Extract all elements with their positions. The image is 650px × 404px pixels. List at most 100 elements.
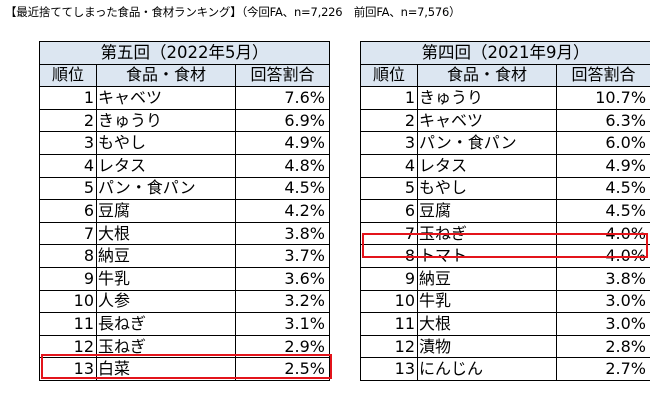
item-cell: 大根 xyxy=(96,221,236,246)
rank-cell: 7 xyxy=(360,221,418,246)
rate-cell: 2.7% xyxy=(555,357,650,381)
rate-cell: 4.5% xyxy=(555,176,650,201)
table-row: 11 大根 3.0% xyxy=(360,312,650,336)
item-cell: キャベツ xyxy=(96,86,236,110)
table-row: 4 レタス 4.8% xyxy=(39,153,331,178)
table-row: 9 牛乳 3.6% xyxy=(39,266,331,291)
table-row: 5 もやし 4.5% xyxy=(360,176,650,201)
rate-cell: 2.8% xyxy=(555,334,650,359)
header-item: 食品・食材 xyxy=(417,63,557,88)
item-cell: 納豆 xyxy=(417,266,557,291)
table-row: 6 豆腐 4.5% xyxy=(360,199,650,223)
rate-cell: 4.0% xyxy=(555,244,650,268)
ranking-table-2022-05: 第五回（2022年5月） 順位 食品・食材 回答割合 1 キャベツ 7.6% 2 きゅう… xyxy=(38,41,331,381)
header-item: 食品・食材 xyxy=(96,63,236,88)
rank-cell: 3 xyxy=(360,131,418,155)
table-caption: 第四回（2021年9月） xyxy=(359,41,650,65)
rate-cell: 4.2% xyxy=(234,199,331,223)
item-cell: 玉ねぎ xyxy=(417,221,557,246)
item-cell: 人参 xyxy=(96,289,236,314)
header-rank: 順位 xyxy=(360,63,418,88)
rate-cell: 3.0% xyxy=(555,289,650,314)
rate-cell: 3.8% xyxy=(234,221,331,246)
rank-cell: 9 xyxy=(360,266,418,291)
table-row: 2 キャベツ 6.3% xyxy=(360,108,650,133)
rank-cell: 8 xyxy=(39,244,97,268)
table-caption: 第五回（2022年5月） xyxy=(38,41,331,65)
table-row: 1 きゅうり 10.7% xyxy=(360,86,650,110)
table-row: 10 牛乳 3.0% xyxy=(360,289,650,314)
table-row: 13 白菜 2.5% xyxy=(39,357,331,381)
table-row: 7 玉ねぎ 4.0% xyxy=(360,221,650,246)
item-cell: 大根 xyxy=(417,312,557,336)
item-cell: もやし xyxy=(417,176,557,201)
rank-cell: 10 xyxy=(39,289,97,314)
table-row: 6 豆腐 4.2% xyxy=(39,199,331,223)
table-row: 9 納豆 3.8% xyxy=(360,266,650,291)
rate-cell: 4.5% xyxy=(234,176,331,201)
table-row: 13 にんじん 2.7% xyxy=(360,357,650,381)
rate-cell: 3.7% xyxy=(234,244,331,268)
item-cell: 納豆 xyxy=(96,244,236,268)
rank-cell: 9 xyxy=(39,266,97,291)
rate-cell: 10.7% xyxy=(555,86,650,110)
item-cell: 豆腐 xyxy=(417,199,557,223)
rank-cell: 11 xyxy=(360,312,418,336)
table-body: 1 きゅうり 10.7% 2 キャベツ 6.3% 3 パン・食パン 6.0% 4 レタス 4.9% 5 も… xyxy=(360,86,650,381)
item-cell: 豆腐 xyxy=(96,199,236,223)
item-cell: きゅうり xyxy=(417,86,557,110)
table-row: 1 キャベツ 7.6% xyxy=(39,86,331,110)
rate-cell: 2.9% xyxy=(234,334,331,359)
rank-cell: 4 xyxy=(39,153,97,178)
table-row: 3 パン・食パン 6.0% xyxy=(360,131,650,155)
ranking-table-2021-09: 第四回（2021年9月） 順位 食品・食材 回答割合 1 きゅうり 10.7% 2 キャ… xyxy=(359,41,650,381)
rank-cell: 13 xyxy=(360,357,418,381)
rate-cell: 4.9% xyxy=(555,153,650,178)
rank-cell: 10 xyxy=(360,289,418,314)
rank-cell: 3 xyxy=(39,131,97,155)
item-cell: 玉ねぎ xyxy=(96,334,236,359)
item-cell: きゅうり xyxy=(96,108,236,133)
table-row: 12 漬物 2.8% xyxy=(360,334,650,359)
rate-cell: 4.0% xyxy=(555,221,650,246)
rate-cell: 3.0% xyxy=(555,312,650,336)
item-cell: パン・食パン xyxy=(417,131,557,155)
rate-cell: 6.3% xyxy=(555,108,650,133)
rate-cell: 4.9% xyxy=(234,131,331,155)
item-cell: 長ねぎ xyxy=(96,312,236,336)
table-row: 10 人参 3.2% xyxy=(39,289,331,314)
rank-cell: 12 xyxy=(39,334,97,359)
item-cell: キャベツ xyxy=(417,108,557,133)
header-rank: 順位 xyxy=(39,63,97,88)
rate-cell: 6.9% xyxy=(234,108,331,133)
table-row: 4 レタス 4.9% xyxy=(360,153,650,178)
item-cell: もやし xyxy=(96,131,236,155)
table-row: 8 納豆 3.7% xyxy=(39,244,331,268)
item-cell: 白菜 xyxy=(96,357,236,381)
rate-cell: 4.8% xyxy=(234,153,331,178)
rate-cell: 3.8% xyxy=(555,266,650,291)
rank-cell: 8 xyxy=(360,244,418,268)
rate-cell: 6.0% xyxy=(555,131,650,155)
page-title: 【最近捨ててしまった食品・食材ランキング】（今回FA、n=7,226 前回FA、… xyxy=(5,5,461,19)
rank-cell: 1 xyxy=(360,86,418,110)
rate-cell: 3.2% xyxy=(234,289,331,314)
rank-cell: 1 xyxy=(39,86,97,110)
table-row: 2 きゅうり 6.9% xyxy=(39,108,331,133)
table-row: 3 もやし 4.9% xyxy=(39,131,331,155)
header-rate: 回答割合 xyxy=(234,63,331,88)
table-row: 11 長ねぎ 3.1% xyxy=(39,312,331,336)
rank-cell: 7 xyxy=(39,221,97,246)
header-rate: 回答割合 xyxy=(555,63,650,88)
item-cell: パン・食パン xyxy=(96,176,236,201)
rank-cell: 5 xyxy=(360,176,418,201)
rank-cell: 12 xyxy=(360,334,418,359)
item-cell: にんじん xyxy=(417,357,557,381)
rate-cell: 2.5% xyxy=(234,357,331,381)
table-row: 8 トマト 4.0% xyxy=(360,244,650,268)
rank-cell: 11 xyxy=(39,312,97,336)
item-cell: レタス xyxy=(417,153,557,178)
table-body: 1 キャベツ 7.6% 2 きゅうり 6.9% 3 もやし 4.9% 4 レタス 4.8% 5 パン・食パ… xyxy=(39,86,331,381)
rate-cell: 4.5% xyxy=(555,199,650,223)
rank-cell: 6 xyxy=(360,199,418,223)
